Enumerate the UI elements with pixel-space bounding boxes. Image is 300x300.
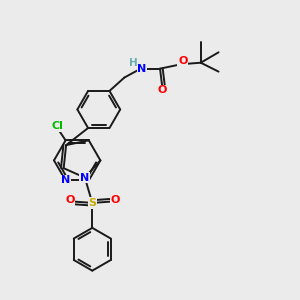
Text: H: H [129, 58, 138, 68]
Text: O: O [110, 195, 120, 205]
Text: Cl: Cl [51, 122, 63, 131]
Text: S: S [88, 198, 96, 208]
Text: N: N [137, 64, 146, 74]
Text: O: O [178, 56, 188, 66]
Text: N: N [80, 172, 89, 183]
Text: O: O [158, 85, 167, 95]
Text: O: O [65, 195, 75, 205]
Text: N: N [61, 176, 70, 185]
